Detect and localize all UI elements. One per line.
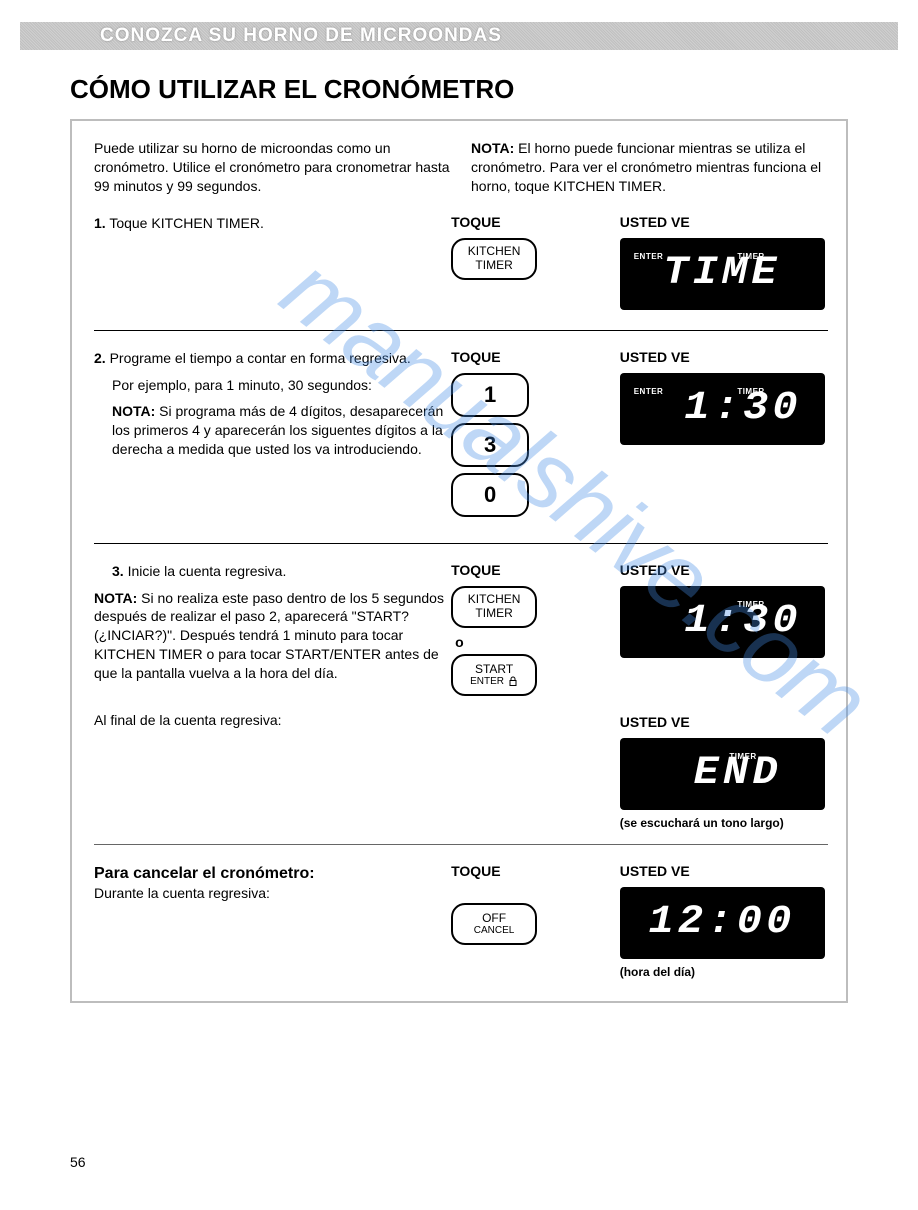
display-value: 1:30 bbox=[642, 386, 802, 431]
display-enter-label: ENTER bbox=[634, 252, 664, 261]
btn-line1: KITCHEN bbox=[468, 245, 521, 258]
num-0: 0 bbox=[484, 483, 496, 507]
step3: 3. Inicie la cuenta regresiva. NOTA: Si … bbox=[94, 562, 828, 830]
num-3: 3 bbox=[484, 433, 496, 457]
usted-head: USTED VE bbox=[620, 863, 828, 879]
kitchen-timer-button[interactable]: KITCHEN TIMER bbox=[451, 238, 537, 280]
step2-text: 2. Programe el tiempo a contar en forma … bbox=[94, 349, 451, 523]
display-value: END bbox=[662, 751, 782, 796]
start-enter-button[interactable]: START ENTER bbox=[451, 654, 537, 696]
step3-toque: TOQUE KITCHEN TIMER o START ENTER bbox=[451, 562, 620, 830]
step1-usted: USTED VE ENTER TIMER TIME bbox=[620, 214, 828, 310]
cancel-usted: USTED VE 12:00 (hora del día) bbox=[620, 863, 828, 979]
page-title: CÓMO UTILIZAR EL CRONÓMETRO bbox=[70, 74, 918, 105]
display-value: TIME bbox=[663, 251, 781, 296]
content-box: Puede utilizar su horno de microondas co… bbox=[70, 119, 848, 1003]
divider bbox=[94, 543, 828, 544]
header-band: CONOZCA SU HORNO DE MICROONDAS bbox=[20, 22, 898, 50]
intro-right-text: El horno puede funcionar mientras se uti… bbox=[471, 140, 821, 194]
numpad-1-button[interactable]: 1 bbox=[451, 373, 529, 417]
btn-line1: OFF bbox=[482, 912, 506, 925]
intro-left: Puede utilizar su horno de microondas co… bbox=[94, 139, 451, 196]
btn-line1: KITCHEN bbox=[468, 593, 521, 606]
header-band-text: CONOZCA SU HORNO DE MICROONDAS bbox=[100, 25, 502, 47]
display-130: ENTER TIMER 1:30 bbox=[620, 373, 825, 445]
btn-line2: TIMER bbox=[475, 259, 512, 272]
btn-line2: ENTER bbox=[470, 676, 518, 687]
off-cancel-button[interactable]: OFF CANCEL bbox=[451, 903, 537, 945]
step2: 2. Programe el tiempo a contar en forma … bbox=[94, 349, 828, 523]
step1-text: 1. Toque KITCHEN TIMER. bbox=[94, 214, 451, 310]
step2-example: Por ejemplo, para 1 minuto, 30 segundos: bbox=[94, 376, 451, 395]
intro-note-label: NOTA: bbox=[471, 140, 514, 156]
usted-head: USTED VE bbox=[620, 562, 828, 578]
step2-body: Programe el tiempo a contar en forma reg… bbox=[106, 350, 411, 366]
lock-icon bbox=[508, 676, 518, 686]
btn-line2: TIMER bbox=[475, 607, 512, 620]
divider bbox=[94, 330, 828, 331]
step3-note: Si no realiza este paso dentro de los 5 … bbox=[94, 590, 444, 682]
or-separator: o bbox=[455, 634, 620, 650]
usted-head: USTED VE bbox=[620, 349, 828, 365]
kitchen-timer-button[interactable]: KITCHEN TIMER bbox=[451, 586, 537, 628]
step2-usted: USTED VE ENTER TIMER 1:30 bbox=[620, 349, 828, 523]
numpad-0-button[interactable]: 0 bbox=[451, 473, 529, 517]
step3-final: Al final de la cuenta regresiva: bbox=[94, 711, 451, 730]
usted-head: USTED VE bbox=[620, 714, 828, 730]
step3-usted: USTED VE TIMER 1:30 USTED VE TIMER END (… bbox=[620, 562, 828, 830]
step2-toque: TOQUE 1 3 0 bbox=[451, 349, 620, 523]
step1-toque: TOQUE KITCHEN TIMER bbox=[451, 214, 620, 310]
cancel-title: Para cancelar el cronómetro: bbox=[94, 863, 451, 885]
divider bbox=[94, 844, 828, 845]
step3-text: 3. Inicie la cuenta regresiva. NOTA: Si … bbox=[94, 562, 451, 830]
toque-head: TOQUE bbox=[451, 562, 620, 578]
display-clock: 12:00 bbox=[620, 887, 825, 959]
step3-num: 3. bbox=[112, 563, 124, 579]
num-1: 1 bbox=[484, 383, 496, 407]
display-end: TIMER END bbox=[620, 738, 825, 810]
step3-note-label: NOTA: bbox=[94, 590, 137, 606]
step2-num: 2. bbox=[94, 350, 106, 366]
enter-text: ENTER bbox=[470, 676, 504, 687]
display-value: 12:00 bbox=[649, 900, 796, 945]
cancel-text: Para cancelar el cronómetro: Durante la … bbox=[94, 863, 451, 979]
display-time: ENTER TIMER TIME bbox=[620, 238, 825, 310]
step1-body: Toque KITCHEN TIMER. bbox=[106, 215, 264, 231]
display-value: 1:30 bbox=[642, 599, 802, 644]
step1-num: 1. bbox=[94, 215, 106, 231]
toque-head: TOQUE bbox=[451, 863, 620, 879]
cancel-sub: Durante la cuenta regresiva: bbox=[94, 884, 451, 903]
step2-note: Si programa más de 4 dígitos, desaparece… bbox=[112, 403, 443, 457]
cancel-section: Para cancelar el cronómetro: Durante la … bbox=[94, 863, 828, 979]
step1: 1. Toque KITCHEN TIMER. TOQUE KITCHEN TI… bbox=[94, 214, 828, 310]
intro-row: Puede utilizar su horno de microondas co… bbox=[94, 139, 828, 196]
clock-caption: (hora del día) bbox=[620, 965, 828, 979]
display-130b: TIMER 1:30 bbox=[620, 586, 825, 658]
btn-line2: CANCEL bbox=[474, 925, 515, 936]
intro-right: NOTA: El horno puede funcionar mientras … bbox=[471, 139, 828, 196]
numpad-3-button[interactable]: 3 bbox=[451, 423, 529, 467]
tone-note: (se escuchará un tono largo) bbox=[620, 816, 828, 830]
toque-head: TOQUE bbox=[451, 214, 620, 230]
toque-head: TOQUE bbox=[451, 349, 620, 365]
btn-line1: START bbox=[475, 663, 513, 676]
cancel-toque: TOQUE OFF CANCEL bbox=[451, 863, 620, 979]
step3-body: Inicie la cuenta regresiva. bbox=[124, 563, 287, 579]
usted-head: USTED VE bbox=[620, 214, 828, 230]
page-number: 56 bbox=[70, 1154, 86, 1170]
step2-note-label: NOTA: bbox=[112, 403, 155, 419]
